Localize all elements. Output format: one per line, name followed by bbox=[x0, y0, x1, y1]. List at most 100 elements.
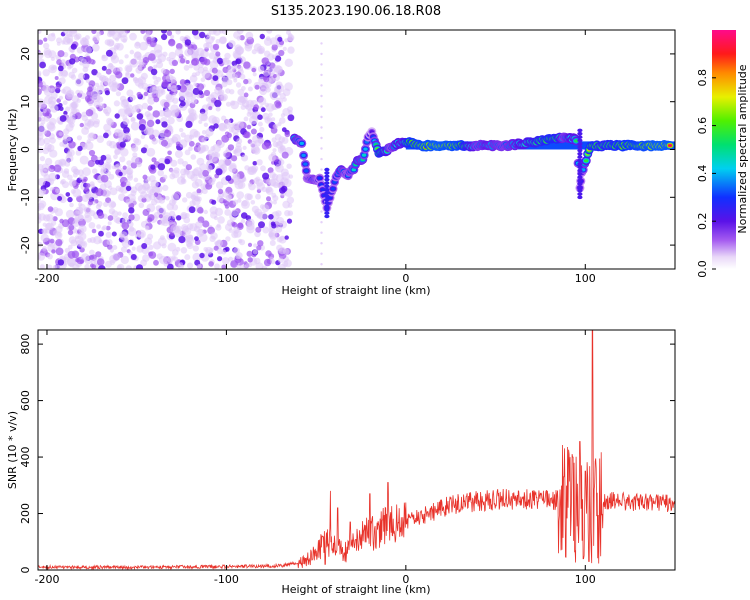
noise-blob bbox=[59, 180, 65, 185]
noise-blob bbox=[262, 226, 270, 234]
noise-blob bbox=[175, 30, 181, 35]
noise-blob bbox=[174, 150, 183, 159]
noise-blob bbox=[59, 115, 67, 122]
noise-blob bbox=[38, 39, 43, 45]
x-tick-label: -200 bbox=[34, 272, 59, 285]
noise-blob bbox=[88, 254, 95, 260]
noise-blob bbox=[228, 164, 237, 173]
noise-blob bbox=[164, 158, 171, 165]
noise-blob bbox=[180, 132, 186, 138]
noise-blob bbox=[194, 178, 203, 187]
noise-blob bbox=[73, 34, 80, 41]
noise-blob bbox=[261, 57, 269, 65]
noise-blob bbox=[68, 224, 75, 231]
noise-blob bbox=[179, 84, 187, 93]
colorbar-gradient bbox=[712, 30, 736, 269]
noise-blob bbox=[146, 147, 156, 157]
noise-blob bbox=[56, 41, 61, 46]
noise-blob bbox=[62, 138, 69, 145]
noise-blob bbox=[161, 30, 167, 34]
noise-blob bbox=[43, 87, 53, 97]
noise-blob bbox=[252, 72, 257, 77]
noise-blob bbox=[70, 43, 77, 50]
noise-blob bbox=[91, 228, 97, 234]
noise-blob bbox=[320, 210, 323, 213]
noise-blob bbox=[197, 263, 202, 269]
noise-blob bbox=[111, 86, 117, 92]
noise-blob bbox=[153, 44, 163, 53]
noise-blob bbox=[193, 64, 200, 71]
noise-blob bbox=[136, 91, 142, 97]
noise-blob bbox=[144, 111, 151, 118]
noise-blob bbox=[269, 37, 278, 46]
noise-blob bbox=[199, 31, 206, 39]
noise-blob bbox=[252, 249, 258, 255]
noise-blob bbox=[150, 164, 156, 170]
noise-blob bbox=[47, 206, 54, 212]
noise-blob bbox=[130, 121, 140, 131]
noise-blob bbox=[151, 138, 158, 145]
noise-blob bbox=[199, 252, 205, 259]
noise-blob bbox=[228, 40, 236, 48]
noise-blob bbox=[115, 163, 122, 170]
noise-blob bbox=[266, 196, 271, 202]
noise-blob bbox=[212, 43, 220, 51]
noise-blob bbox=[64, 247, 71, 254]
noise-blob bbox=[263, 70, 270, 77]
noise-blob bbox=[93, 174, 99, 180]
noise-blob bbox=[216, 195, 224, 203]
noise-blob bbox=[108, 173, 115, 180]
noise-blob bbox=[88, 149, 96, 157]
colorbar-tick-label: 0.2 bbox=[696, 212, 709, 230]
ridge-smear bbox=[577, 155, 583, 159]
noise-blob bbox=[206, 164, 213, 172]
noise-blob bbox=[55, 188, 60, 194]
noise-blob bbox=[203, 122, 209, 128]
noise-blob bbox=[248, 166, 257, 175]
noise-blob bbox=[91, 168, 98, 174]
noise-blob bbox=[38, 212, 42, 220]
noise-blob bbox=[120, 99, 129, 108]
noise-blob bbox=[188, 206, 196, 214]
y-tick-label: 200 bbox=[19, 503, 32, 524]
noise-blob bbox=[209, 60, 219, 70]
noise-blob bbox=[251, 49, 257, 55]
noise-blob bbox=[71, 103, 77, 109]
noise-blob bbox=[247, 257, 253, 263]
noise-blob bbox=[54, 231, 63, 240]
noise-blob bbox=[250, 200, 256, 205]
noise-blob bbox=[118, 59, 124, 65]
ridge-smear bbox=[577, 175, 583, 179]
x-tick-label: 0 bbox=[402, 272, 409, 285]
noise-blob bbox=[259, 126, 265, 133]
noise-blob bbox=[320, 147, 323, 150]
noise-blob bbox=[208, 261, 214, 267]
noise-blob bbox=[277, 122, 282, 127]
noise-blob bbox=[320, 94, 323, 98]
noise-blob bbox=[129, 32, 137, 41]
noise-blob bbox=[165, 74, 174, 83]
noise-blob bbox=[214, 263, 220, 269]
noise-blob bbox=[222, 58, 228, 63]
noise-blob bbox=[251, 205, 259, 213]
noise-blob bbox=[198, 119, 203, 124]
noise-blob bbox=[161, 121, 168, 128]
noise-blob bbox=[132, 152, 138, 158]
noise-blob bbox=[111, 231, 117, 237]
noise-blob bbox=[260, 107, 266, 113]
noise-blob bbox=[215, 106, 221, 112]
noise-blob bbox=[320, 168, 323, 171]
noise-blob bbox=[188, 63, 194, 69]
noise-blob bbox=[128, 251, 133, 256]
noise-blob bbox=[67, 250, 76, 259]
noise-blob bbox=[148, 251, 157, 259]
ridge-smear bbox=[577, 148, 583, 153]
noise-blob bbox=[137, 55, 142, 61]
ridge-smear bbox=[577, 138, 583, 143]
noise-blob bbox=[190, 194, 196, 200]
noise-blob bbox=[82, 66, 89, 73]
noise-blob bbox=[90, 183, 96, 189]
ridge-smear bbox=[577, 172, 583, 176]
noise-blob bbox=[271, 137, 277, 143]
ridge-smear bbox=[324, 204, 330, 209]
